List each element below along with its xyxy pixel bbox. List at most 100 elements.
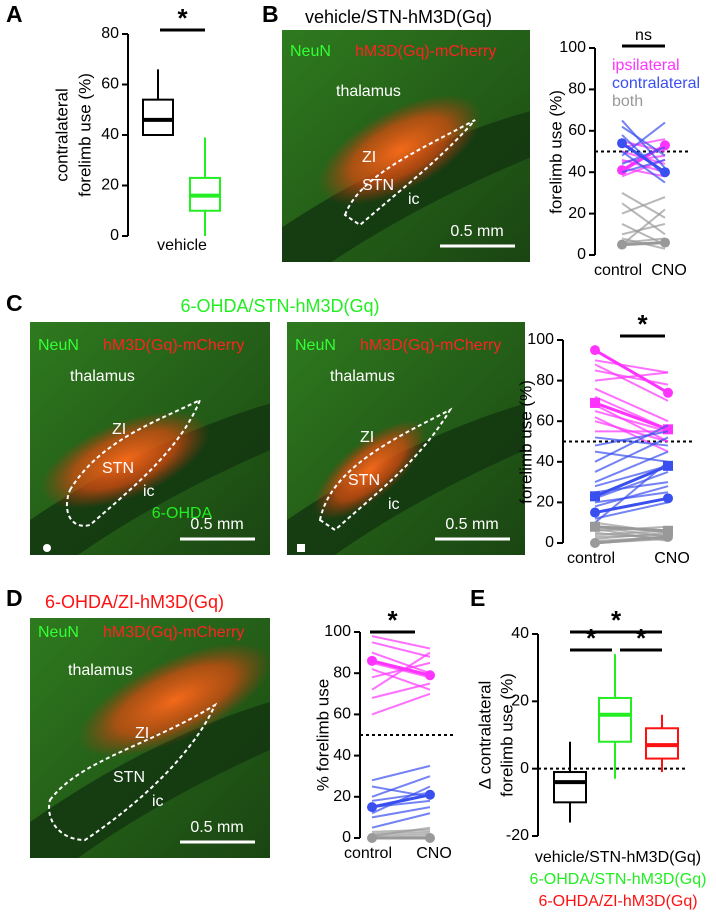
mean-line: [621, 241, 666, 247]
pair-line: [371, 832, 431, 837]
y-tick-label: 80: [568, 81, 586, 98]
mean-line: [594, 464, 669, 498]
mean-marker: [590, 507, 600, 518]
y-tick-label: 100: [324, 623, 351, 640]
significance-label: *: [387, 605, 398, 635]
pair-line: [621, 202, 666, 236]
significance-label: *: [636, 623, 647, 653]
pair-line: [621, 237, 666, 244]
mean-marker: [663, 387, 673, 398]
pair-line: [621, 146, 666, 165]
x-tick-label: CNO: [654, 550, 690, 567]
region-label: ic: [388, 496, 400, 513]
stn-outline: [343, 119, 476, 227]
scale-label: 0.5 mm: [190, 819, 243, 836]
y-tick-label: 60: [101, 76, 119, 93]
mean-line: [371, 793, 431, 809]
region-label: ic: [152, 793, 164, 810]
pair-line: [594, 485, 669, 508]
pair-line: [371, 692, 431, 716]
category-label: 6-OHDA/ZI-hM3D(Gq): [538, 893, 697, 910]
panel-label: A: [6, 1, 23, 27]
mean-line: [371, 659, 431, 677]
mean-marker: [660, 237, 670, 248]
pair-line: [371, 828, 431, 833]
panel-title: vehicle/STN-hM3D(Gq): [305, 7, 492, 27]
expression: [78, 642, 272, 758]
mean-marker: [617, 165, 627, 176]
significance-label: *: [177, 3, 188, 33]
pair-line: [594, 359, 669, 374]
panel-title: 6-OHDA/STN-hM3D(Gq): [180, 296, 379, 316]
mean-marker: [590, 491, 600, 502]
mean-marker: [663, 424, 673, 435]
mean-line: [594, 496, 669, 515]
pair-line: [621, 208, 666, 246]
y-axis-label: forelimb use (%): [516, 380, 535, 504]
stain-label: NeuN: [38, 337, 79, 354]
y-tick-label: 20: [511, 693, 529, 710]
expression: [313, 420, 427, 520]
mean-line: [621, 141, 666, 174]
panel-label: B: [262, 1, 279, 27]
stain-label: NeuN: [295, 337, 336, 354]
y-tick-label: 0: [577, 246, 586, 263]
pair-line: [371, 635, 431, 650]
pair-line: [371, 641, 431, 658]
pair-line: [594, 436, 669, 473]
mean-marker: [590, 521, 600, 532]
pair-line: [594, 501, 669, 520]
mean-marker: [367, 833, 377, 843]
panel-title: 6-OHDA/ZI-hM3D(Gq): [45, 592, 224, 612]
mean-line: [594, 525, 669, 533]
y-tick-label: 20: [568, 205, 586, 222]
y-axis-label: forelimb use (%): [546, 90, 565, 214]
mean-marker: [617, 239, 627, 250]
stain-label: hM3D(Gq)-mCherry: [103, 337, 244, 354]
stain-label: NeuN: [38, 624, 79, 641]
y-tick-label: 20: [101, 177, 119, 194]
region-label: STN: [348, 472, 380, 489]
pair-line: [371, 682, 431, 699]
region-label: ic: [143, 483, 155, 500]
fiber-tract: [30, 702, 270, 858]
symbol: [43, 544, 51, 552]
region-label: ZI: [362, 149, 376, 166]
mean-line: [594, 535, 669, 545]
scale-label: 0.5 mm: [190, 516, 243, 533]
x-tick-label: control: [344, 845, 392, 862]
mean-marker: [617, 138, 627, 149]
pair-line: [594, 404, 669, 443]
region-label: ZI: [360, 429, 374, 446]
region-label: ZI: [135, 725, 149, 742]
pair-line: [621, 222, 666, 236]
y-axis-label: forelimb use (%): [75, 73, 94, 197]
pair-line: [621, 196, 666, 215]
pair-line: [594, 471, 669, 500]
pair-line: [371, 785, 431, 798]
category-label: vehicle: [157, 237, 207, 254]
fiber-tract: [287, 403, 525, 555]
panel-label: D: [6, 585, 23, 611]
pair-line: [594, 430, 669, 447]
region-label: ZI: [112, 421, 126, 438]
region-label: STN: [102, 460, 134, 477]
mean-marker: [663, 525, 673, 536]
pair-line: [371, 791, 431, 802]
significance-label: *: [637, 309, 648, 339]
y-tick-label: 100: [527, 331, 554, 348]
box: [598, 696, 632, 743]
mean-marker: [367, 802, 377, 813]
pair-line: [594, 464, 669, 488]
pair-line: [371, 826, 431, 837]
y-tick-label: 40: [536, 453, 554, 470]
stn-outline: [318, 407, 453, 532]
y-tick-label: 60: [333, 706, 351, 723]
y-axis-label: % forelimb use: [313, 679, 332, 791]
region-label: ic: [408, 191, 420, 208]
pair-line: [371, 764, 431, 782]
legend-label: ipsilateral: [612, 57, 680, 74]
pair-line: [594, 371, 669, 382]
y-tick-label: 40: [511, 625, 529, 642]
